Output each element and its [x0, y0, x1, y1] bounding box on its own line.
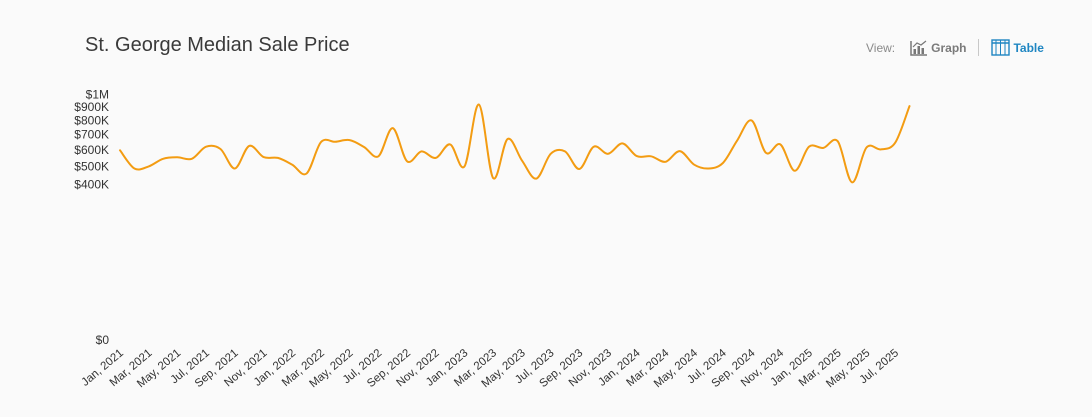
- view-label: View:: [866, 40, 896, 55]
- series-layer: [118, 102, 912, 185]
- data-point[interactable]: [577, 167, 582, 172]
- table-icon: [991, 39, 1011, 56]
- data-point[interactable]: [663, 159, 668, 164]
- data-point[interactable]: [476, 102, 481, 107]
- y-tick-label: $600K: [74, 143, 109, 157]
- data-point[interactable]: [620, 141, 625, 146]
- data-point[interactable]: [376, 154, 381, 159]
- data-point[interactable]: [807, 144, 812, 149]
- data-point[interactable]: [462, 164, 467, 169]
- data-point[interactable]: [677, 149, 682, 154]
- data-point[interactable]: [247, 143, 252, 148]
- data-point[interactable]: [146, 164, 151, 169]
- data-point[interactable]: [563, 149, 568, 154]
- data-point[interactable]: [419, 149, 424, 154]
- data-point[interactable]: [218, 147, 223, 152]
- data-point[interactable]: [720, 161, 725, 166]
- data-point[interactable]: [548, 151, 553, 156]
- data-point[interactable]: [132, 166, 137, 171]
- data-point[interactable]: [290, 162, 295, 167]
- y-tick-label: $700K: [74, 128, 109, 142]
- y-tick-label: $400K: [74, 178, 109, 192]
- table-view-button[interactable]: Table: [991, 39, 1044, 56]
- y-tick-label: $1M: [86, 88, 109, 102]
- data-point[interactable]: [362, 145, 367, 150]
- data-point[interactable]: [505, 137, 510, 142]
- table-view-label: Table: [1013, 40, 1044, 55]
- data-point[interactable]: [161, 156, 166, 161]
- data-point[interactable]: [519, 158, 524, 163]
- bar-chart-icon: [910, 40, 928, 56]
- data-point[interactable]: [448, 142, 453, 147]
- data-point[interactable]: [204, 144, 209, 149]
- data-point[interactable]: [764, 150, 769, 155]
- data-point[interactable]: [175, 155, 180, 160]
- graph-view-button[interactable]: Graph: [910, 40, 966, 56]
- chart-title: St. George Median Sale Price: [85, 34, 350, 56]
- data-point[interactable]: [893, 140, 898, 145]
- data-point[interactable]: [319, 140, 324, 145]
- data-point[interactable]: [864, 145, 869, 150]
- y-tick-label: $800K: [74, 113, 109, 127]
- data-point[interactable]: [118, 148, 123, 153]
- data-point[interactable]: [778, 142, 783, 147]
- data-point[interactable]: [835, 139, 840, 144]
- data-point[interactable]: [333, 139, 338, 144]
- data-point[interactable]: [692, 162, 697, 167]
- data-point[interactable]: [390, 126, 395, 131]
- data-point[interactable]: [907, 104, 912, 109]
- price-series-line: [119, 103, 911, 184]
- data-point[interactable]: [261, 155, 266, 160]
- data-point[interactable]: [591, 144, 596, 149]
- view-divider: [978, 39, 980, 56]
- graph-view-label: Graph: [931, 40, 967, 55]
- y-axis: $1M$900K$800K$700K$600K $500K $400K $0: [74, 88, 109, 348]
- data-point[interactable]: [347, 138, 352, 143]
- data-point[interactable]: [749, 118, 754, 123]
- data-point[interactable]: [878, 147, 883, 152]
- data-point[interactable]: [405, 159, 410, 164]
- data-point[interactable]: [491, 176, 496, 181]
- data-point[interactable]: [304, 171, 309, 176]
- data-point[interactable]: [189, 156, 194, 161]
- data-point[interactable]: [735, 138, 740, 143]
- data-point[interactable]: [634, 154, 639, 159]
- data-point[interactable]: [275, 155, 280, 160]
- data-point[interactable]: [232, 166, 237, 171]
- data-point[interactable]: [534, 176, 539, 181]
- data-point[interactable]: [792, 168, 797, 173]
- y-tick-label: $0: [96, 333, 110, 347]
- data-point[interactable]: [606, 151, 611, 156]
- data-point[interactable]: [706, 166, 711, 171]
- data-point[interactable]: [821, 145, 826, 150]
- y-tick-label: $900K: [74, 100, 109, 114]
- data-point[interactable]: [649, 154, 654, 159]
- y-tick-label: $500K: [74, 159, 109, 173]
- data-point[interactable]: [850, 180, 855, 185]
- data-point[interactable]: [433, 155, 438, 160]
- view-switcher: View: Graph Table: [866, 39, 1044, 56]
